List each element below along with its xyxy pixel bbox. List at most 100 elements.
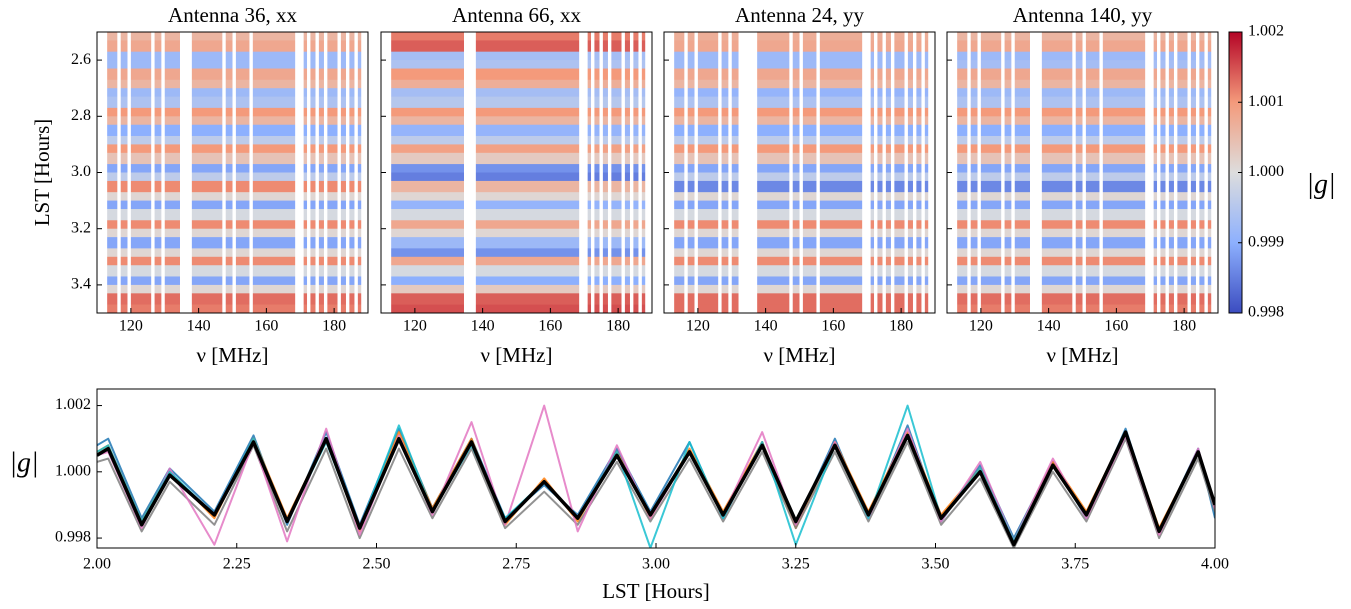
flagged-band: [1173, 32, 1178, 313]
heat-row: [381, 144, 652, 154]
flagged-band: [862, 32, 871, 313]
y-tick-label: 3.2: [71, 219, 91, 236]
heat-row: [381, 200, 652, 210]
x-axis-label: ν [MHz]: [197, 343, 269, 367]
heat-row: [381, 209, 652, 221]
flagged-band: [463, 32, 476, 313]
flagged-band: [1187, 32, 1191, 313]
y-tick-label: 3.0: [71, 163, 91, 180]
x-tick-label: 160: [821, 318, 845, 335]
flagged-band: [1082, 32, 1086, 313]
heat-row: [381, 172, 652, 182]
heat-row: [381, 276, 652, 286]
heat-row: [381, 220, 652, 230]
heat-row: [381, 68, 652, 81]
flagged-band: [694, 32, 698, 313]
flagged-band: [161, 32, 165, 313]
flagged-band: [664, 32, 675, 313]
x-tick-label: 160: [254, 318, 278, 335]
heat-row: [381, 60, 652, 70]
flagged-band: [127, 32, 131, 313]
flagged-band: [890, 32, 895, 313]
flagged-band: [816, 32, 820, 313]
x-tick-label: 2.50: [363, 556, 391, 573]
flagged-band: [337, 32, 341, 313]
x-tick-label: 180: [889, 318, 913, 335]
flagged-band: [1072, 32, 1076, 313]
flagged-band: [591, 32, 595, 313]
flagged-band: [882, 32, 886, 313]
flagged-band: [361, 32, 368, 313]
x-tick-label: 180: [606, 318, 630, 335]
x-tick-label: 3.50: [922, 556, 950, 573]
flagged-band: [607, 32, 612, 313]
flagged-band: [977, 32, 981, 313]
flagged-band: [967, 32, 971, 313]
flagged-band: [381, 32, 392, 313]
heat-row: [381, 284, 652, 294]
flagged-band: [629, 32, 634, 313]
heat-row: [381, 228, 652, 238]
x-tick-label: 4.00: [1201, 556, 1229, 573]
heat-row: [381, 304, 652, 314]
flagged-band: [354, 32, 358, 313]
panel-title: Antenna 140, yy: [1013, 3, 1153, 27]
flagged-band: [1001, 32, 1005, 313]
flagged-band: [323, 32, 328, 313]
x-tick-label: 2.25: [223, 556, 251, 573]
x-tick-label: 140: [187, 318, 211, 335]
flagged-band: [1157, 32, 1161, 313]
x-tick-label: 120: [403, 318, 427, 335]
heat-row: [381, 256, 652, 266]
flagged-band: [579, 32, 588, 313]
flagged-band: [789, 32, 793, 313]
flagged-band: [307, 32, 311, 313]
x-tick-label: 180: [1172, 318, 1196, 335]
heat-row: [381, 164, 652, 173]
y-axis-label: LST [Hours]: [30, 119, 54, 227]
flagged-band: [684, 32, 688, 313]
flagged-band: [947, 32, 958, 313]
flagged-band: [799, 32, 803, 313]
heat-row: [381, 237, 652, 249]
flagged-band: [295, 32, 304, 313]
series-line: [97, 430, 1215, 547]
flagged-band: [638, 32, 642, 313]
heat-row: [381, 88, 652, 98]
colorbar-label: |g|: [1306, 169, 1335, 200]
x-tick-label: 3.25: [782, 556, 810, 573]
heat-row: [381, 51, 652, 61]
flagged-band: [874, 32, 878, 313]
heat-row: [381, 135, 652, 145]
flagged-band: [904, 32, 908, 313]
x-tick-label: 2.00: [83, 556, 111, 573]
x-axis-label: ν [MHz]: [481, 343, 553, 367]
x-tick-label: 3.00: [642, 556, 670, 573]
flagged-band: [728, 32, 732, 313]
x-axis-label: ν [MHz]: [764, 343, 836, 367]
flagged-band: [117, 32, 121, 313]
y-tick-label: 3.4: [71, 276, 91, 293]
flagged-band: [1165, 32, 1169, 313]
flagged-band: [599, 32, 603, 313]
flagged-band: [232, 32, 236, 313]
flagged-band: [315, 32, 319, 313]
lines: [97, 404, 1215, 548]
flagged-band: [1204, 32, 1208, 313]
y-tick-label: 0.998: [55, 529, 91, 546]
flagged-band: [1211, 32, 1218, 313]
flagged-band: [912, 32, 917, 313]
y-tick-label: 2.8: [71, 107, 91, 124]
flagged-band: [1011, 32, 1015, 313]
flagged-band: [97, 32, 108, 313]
x-tick-label: 140: [754, 318, 778, 335]
x-tick-label: 160: [1104, 318, 1128, 335]
colorbar-tick-label: 1.002: [1248, 23, 1284, 40]
x-tick-label: 140: [1037, 318, 1061, 335]
series-line: [97, 431, 1215, 543]
colorbar-tick-label: 0.999: [1248, 233, 1284, 250]
series-line: [97, 404, 1215, 546]
heat-row: [381, 116, 652, 126]
heat-row: [381, 124, 652, 137]
